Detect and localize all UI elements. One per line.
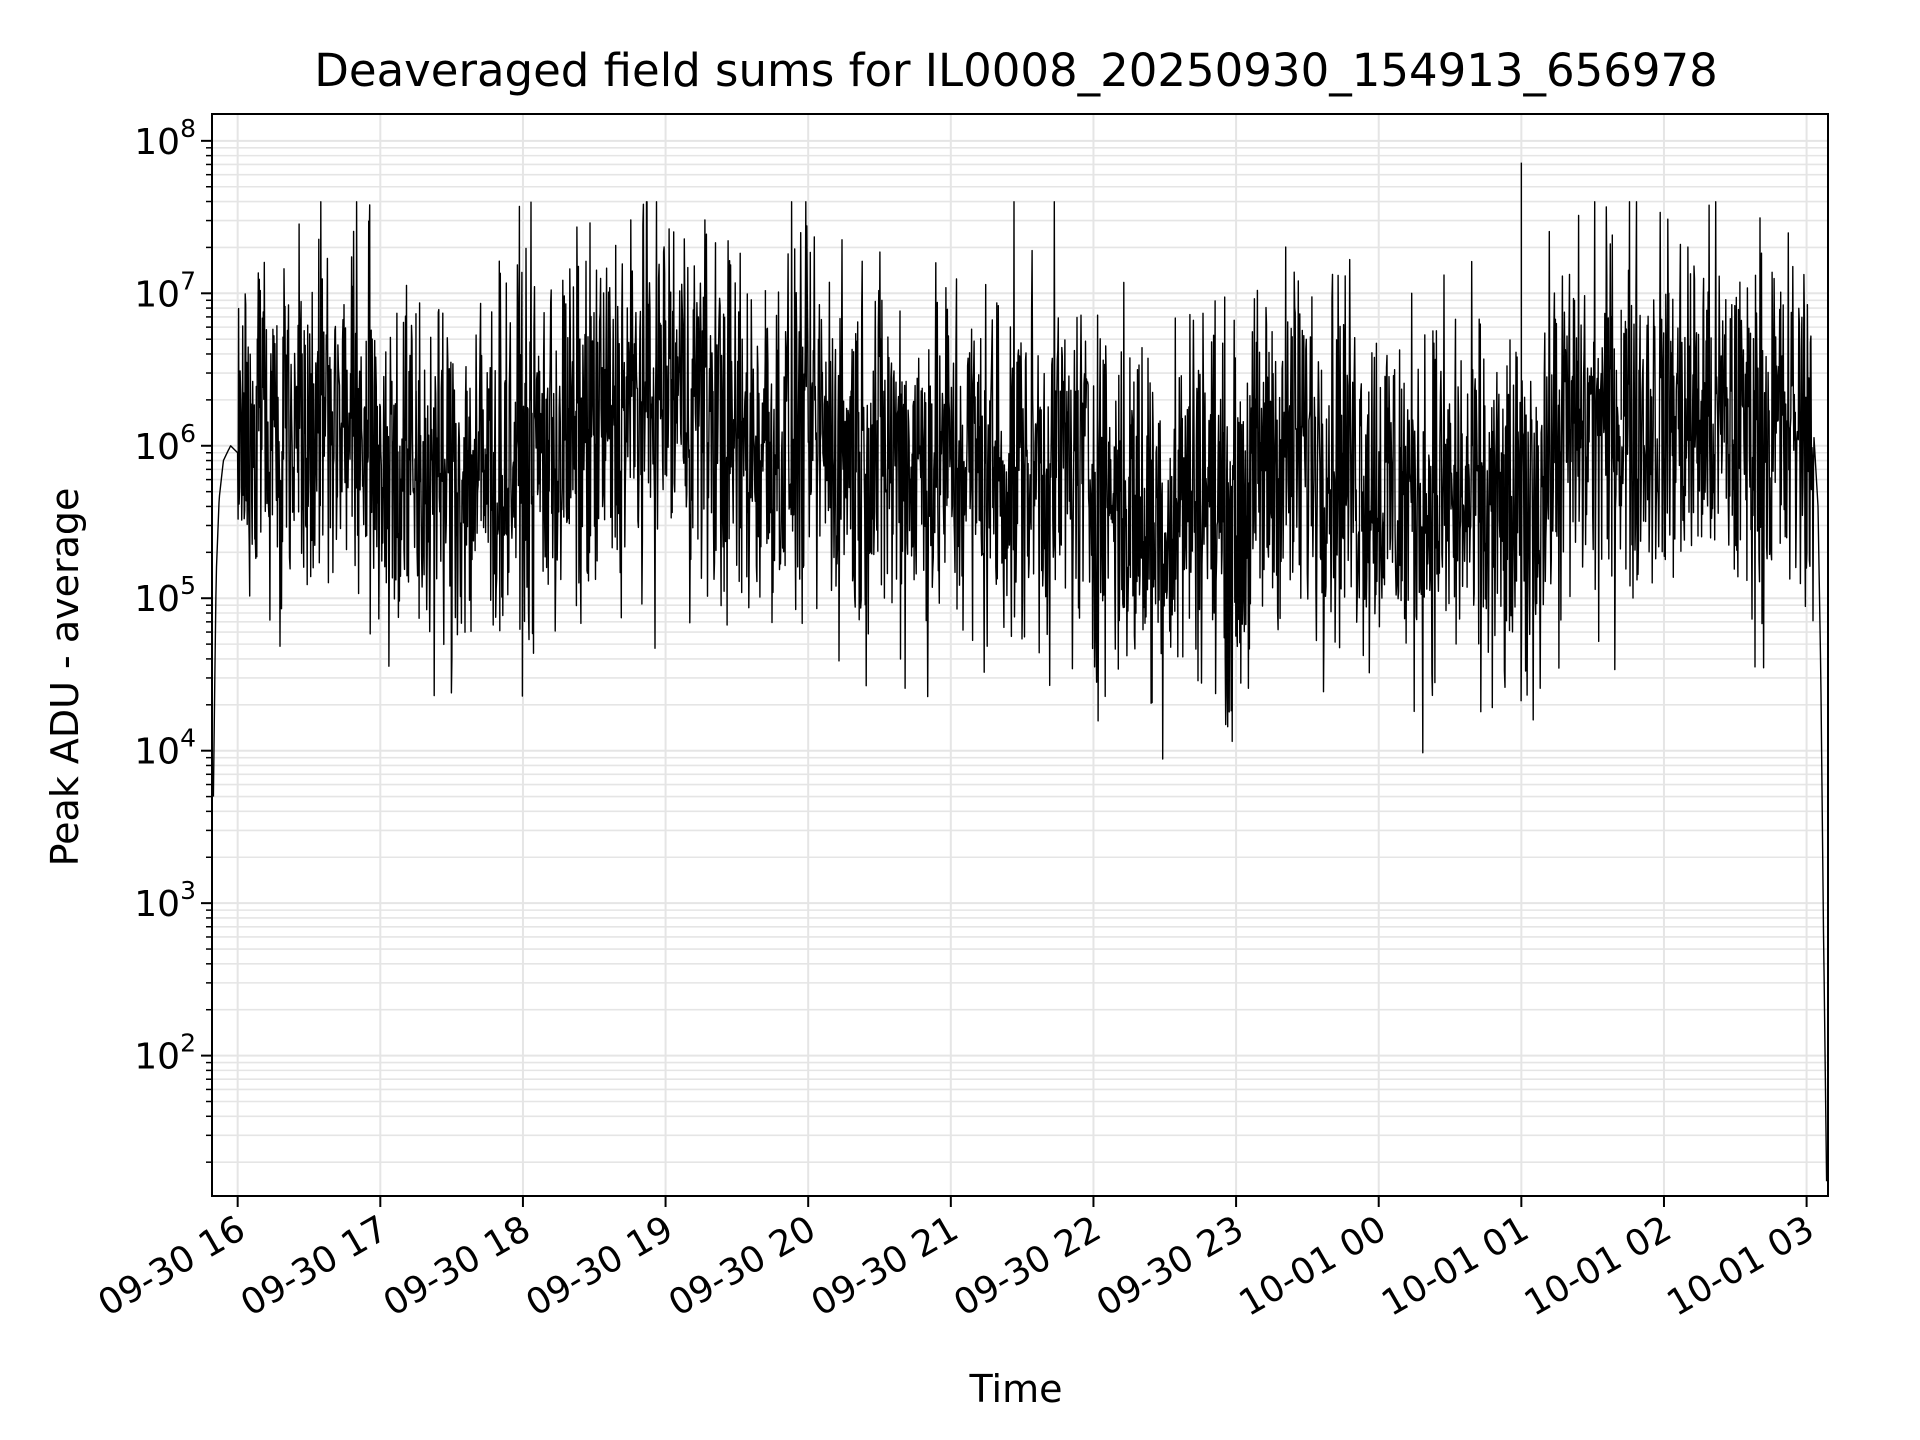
y-axis-ticks: 102 103 104 105 106 107 108	[134, 114, 212, 1163]
chart-title: Deaveraged field sums for IL0008_2025093…	[314, 44, 1718, 97]
axes-frame	[211, 113, 1829, 1197]
y-tick-label: 103	[134, 876, 196, 925]
y-tick-label: 102	[134, 1029, 196, 1078]
y-tick-label: 105	[134, 571, 196, 620]
series-line	[212, 201, 1828, 1182]
y-tick-label: 106	[134, 419, 196, 468]
y-tick-label: 104	[134, 724, 196, 773]
x-axis-label: Time	[969, 1367, 1063, 1411]
y-tick-label: 108	[134, 114, 196, 163]
spike-layer	[415, 162, 1708, 526]
y-axis-label: Peak ADU - average	[43, 488, 87, 867]
y-tick-label: 107	[134, 266, 196, 315]
